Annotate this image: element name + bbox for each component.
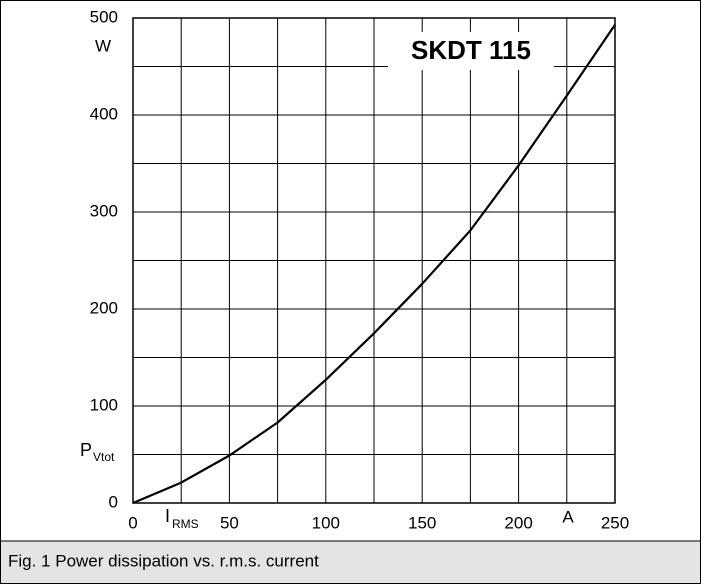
curve [132, 24, 616, 505]
y-tick-label: 200 [90, 298, 118, 317]
y-subscript: Vtot [93, 450, 115, 464]
y-symbol: P [80, 440, 92, 460]
x-subscript: RMS [172, 517, 199, 531]
caption-bar [0, 541, 701, 584]
caption: Fig. 1 Power dissipation vs. r.m.s. curr… [8, 551, 319, 570]
plot-frame [132, 17, 616, 504]
x-tick-label: 50 [220, 513, 239, 532]
y-unit: W [95, 36, 111, 55]
x-tick-label: 100 [312, 513, 340, 532]
y-tick-label: 400 [90, 104, 118, 123]
x-tick-label: 200 [504, 513, 532, 532]
title-box [388, 32, 554, 70]
x-tick-label: 250 [601, 513, 629, 532]
y-tick-label: 300 [90, 201, 118, 220]
x-tick-label: 0 [128, 513, 137, 532]
x-tick-label: 150 [408, 513, 436, 532]
x-unit: A [562, 507, 574, 526]
x-symbol: I [165, 506, 170, 526]
y-tick-label: 100 [90, 395, 118, 414]
y-tick-label: 0 [109, 492, 118, 511]
chart-title: SKDT 115 [411, 35, 531, 65]
grid [132, 17, 616, 504]
y-tick-label: 500 [90, 7, 118, 26]
